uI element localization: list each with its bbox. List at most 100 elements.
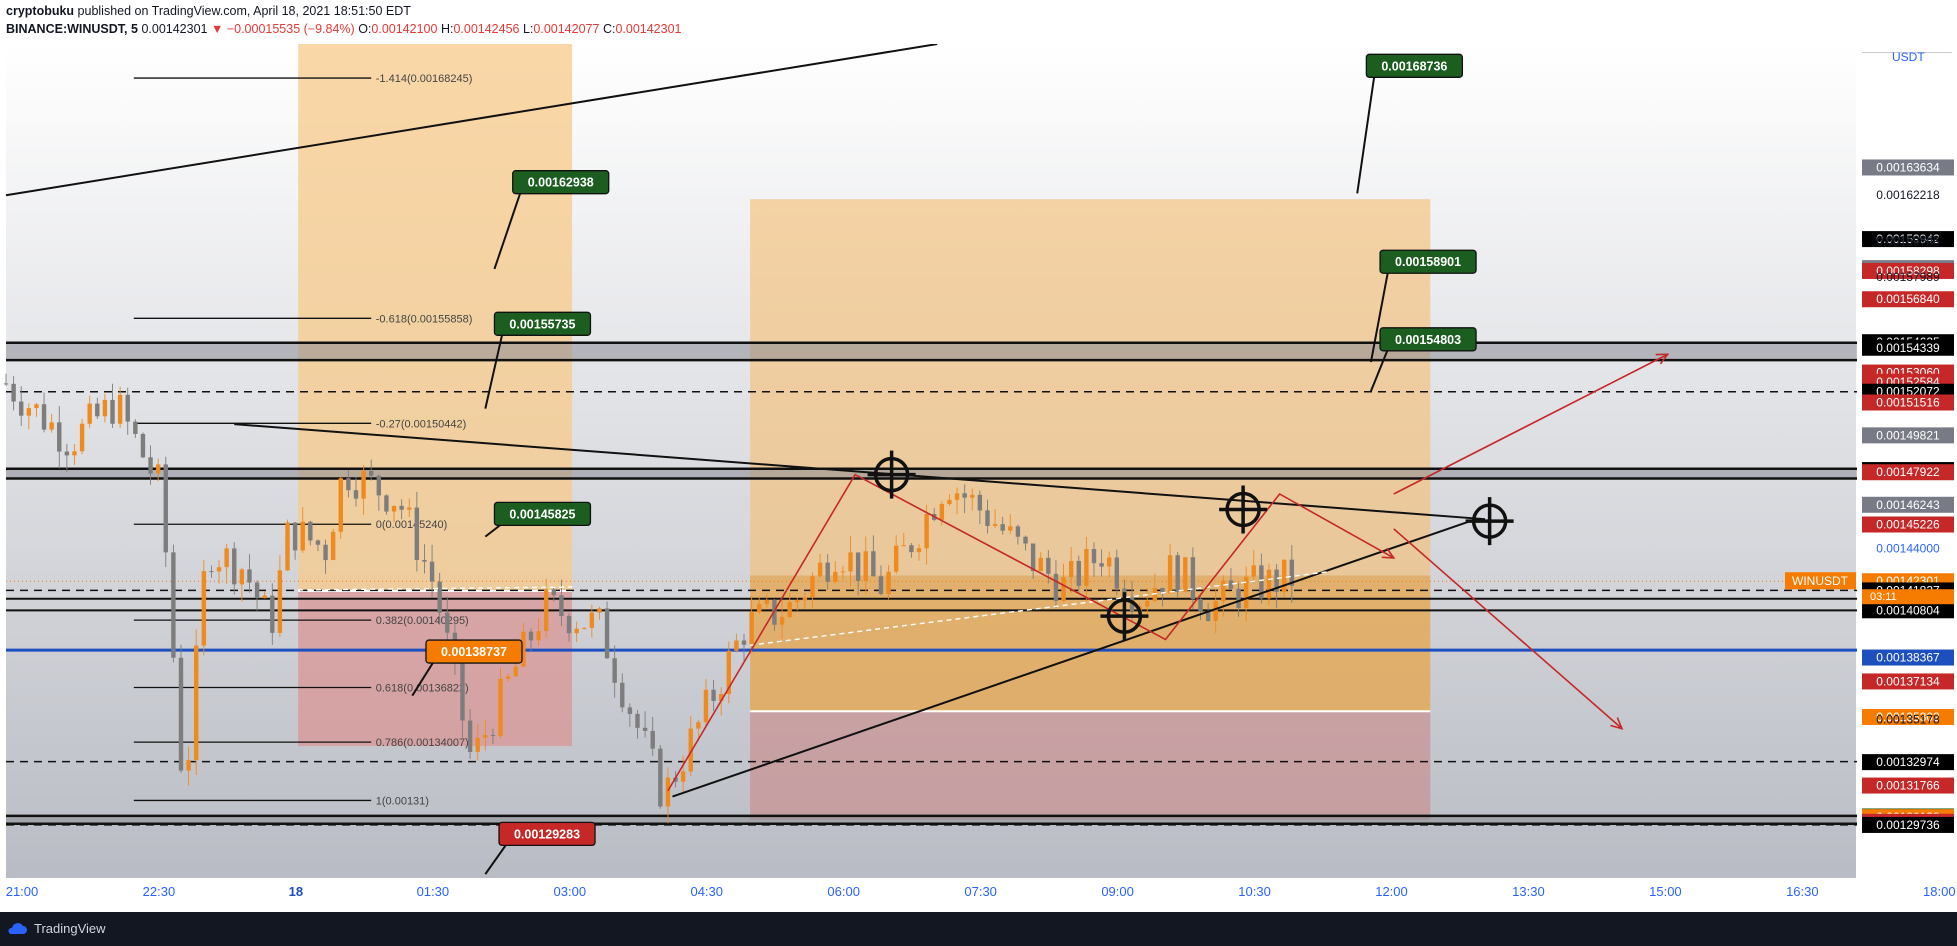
candle-body [467, 720, 473, 752]
candle-body [901, 545, 906, 547]
candle-body [718, 693, 724, 701]
candle-body [658, 748, 663, 807]
candle-body [1008, 526, 1013, 531]
price-label: 0.00154339 [1876, 341, 1940, 355]
targets-layer [867, 450, 1514, 641]
candle-body [642, 727, 648, 731]
brand-name: TradingView [34, 920, 106, 936]
callout-pointer [484, 333, 504, 409]
candle-body [848, 552, 853, 572]
fib-level-label: -0.27(0.00150442) [376, 418, 467, 430]
author-name[interactable]: cryptobuku [6, 4, 75, 18]
candle-body [985, 510, 990, 526]
candle-body [315, 540, 321, 545]
dashed-white-line [298, 586, 573, 591]
candle-body [277, 570, 283, 633]
candle-body [1099, 563, 1104, 567]
candle-body [117, 394, 123, 424]
time-tick-label: 10:30 [1238, 884, 1271, 899]
candle-body [163, 464, 168, 553]
candle-body [399, 505, 404, 510]
price-label-bg [1862, 496, 1954, 513]
candle-body [171, 552, 176, 658]
time-axis-labels: 21:00 22:30 18 01:30 03:00 04:30 06:00 07:30 09:… [6, 884, 1956, 899]
symbol-name[interactable]: BINANCE:WINUSDT, 5 [6, 22, 138, 36]
price-axis-labels: USDT0.001636340.001622180.001599420.0015… [1785, 50, 1954, 833]
candle-body [64, 451, 70, 456]
candles-layer [3, 373, 1295, 824]
price-label-bg [1862, 602, 1954, 619]
price-label: 0.00135302 [1876, 710, 1940, 724]
callout-pointer [493, 191, 522, 270]
candle-body [916, 548, 922, 553]
candle-body [650, 730, 655, 749]
candle-body [353, 490, 359, 499]
price-callout [493, 501, 592, 527]
symbol-badge-text: WINUSDT [1792, 574, 1849, 588]
candle-body [863, 551, 868, 581]
close-value: 0.00142301 [615, 22, 682, 36]
candle-body [292, 522, 298, 551]
candle-body [833, 571, 838, 582]
price-label: 0.00151516 [1876, 396, 1940, 410]
time-axis[interactable] [0, 878, 1957, 912]
candle-body [741, 640, 747, 645]
price-chart[interactable]: -1.414(0.00168245) -0.618(0.00155858) -0.2… [0, 44, 1957, 912]
candle-body [962, 493, 967, 498]
price-callout [1365, 53, 1464, 78]
currency-label: USDT [1892, 50, 1925, 64]
candle-body [490, 734, 496, 736]
candle-body [1243, 576, 1249, 609]
resistance-band [6, 342, 1857, 361]
candle-body [1053, 573, 1059, 601]
time-tick-label: 16:30 [1786, 884, 1819, 899]
candle-body [787, 602, 792, 618]
candle-body [1091, 548, 1097, 564]
publish-info: published on TradingView.com, April 18, … [77, 4, 411, 18]
price-callout [1379, 327, 1477, 352]
candle-body [19, 401, 24, 416]
candle-body [1236, 588, 1241, 609]
candle-body [551, 589, 556, 596]
candle-body [1038, 557, 1043, 572]
candle-body [1107, 557, 1112, 567]
candle-body [376, 475, 382, 496]
candle-body [543, 589, 549, 632]
candle-body [574, 628, 579, 634]
candle-body [939, 504, 945, 520]
candle-body [665, 777, 671, 807]
candle-body [87, 403, 92, 424]
candle-body [635, 713, 640, 728]
candle-body [1190, 557, 1196, 599]
price-label-bg [1862, 394, 1954, 411]
price-label: 0.00158298 [1876, 264, 1940, 278]
candle-body [41, 404, 47, 430]
candle-body [604, 608, 610, 659]
candle-body [810, 576, 815, 598]
trendlines-layer [5, 44, 1670, 798]
ohlc-line: BINANCE:WINUSDT, 5 0.00142301 ▼ −0.00015… [6, 22, 681, 36]
candle-body [1213, 601, 1218, 622]
candle-body [1084, 548, 1089, 586]
candle-body [871, 551, 876, 577]
candle-body [688, 728, 693, 772]
tradingview-logo[interactable]: TradingView [6, 920, 106, 936]
candle-body [34, 404, 39, 409]
last-price: 0.00142301 [141, 22, 208, 36]
high-label: H: [440, 22, 454, 36]
candle-body [582, 627, 587, 629]
low-label: L: [522, 22, 534, 36]
price-callout [498, 821, 596, 847]
candle-body [977, 494, 983, 511]
candle-body [247, 569, 252, 583]
projection-arrow [667, 473, 1395, 792]
candle-body [749, 612, 754, 645]
candle-body [300, 521, 305, 551]
callout-pointer [1356, 75, 1376, 194]
candle-body [285, 522, 290, 571]
candle-body [1068, 560, 1074, 578]
candle-body [270, 595, 275, 633]
price-label-bg [1862, 262, 1954, 279]
candle-body [437, 581, 442, 613]
time-tick-label: 21:00 [6, 884, 39, 899]
